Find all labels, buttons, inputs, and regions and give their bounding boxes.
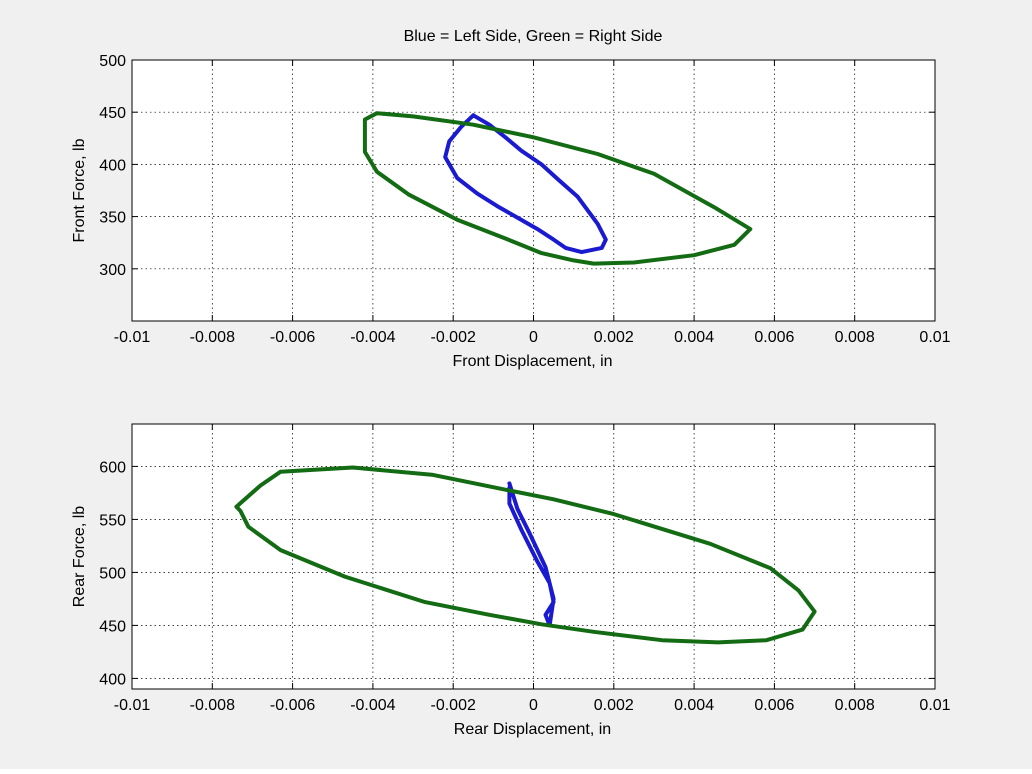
- front-y-tick-label: 500: [99, 53, 126, 70]
- front-x-tick-label: 0: [529, 329, 538, 346]
- rear-x-tick-label: -0.004: [350, 697, 395, 714]
- front-x-tick-label: 0.01: [919, 329, 950, 346]
- front-plot: -0.01 -0.008 -0.006 -0.004 -0.002 0 0.002 0.004…: [71, 53, 951, 370]
- rear-y-axis-label: Rear Force, lb: [71, 506, 88, 607]
- front-x-tick-label: -0.008: [190, 329, 235, 346]
- front-y-tick-label: 350: [99, 210, 126, 227]
- rear-x-tick-label: 0.008: [835, 697, 875, 714]
- rear-series-blue-line: [507, 481, 556, 628]
- plot-area: -0.01 -0.008 -0.006 -0.004 -0.002 0 0.002 0.004…: [71, 53, 951, 738]
- front-x-tick-label: -0.002: [431, 329, 476, 346]
- rear-x-tick-label: -0.002: [431, 697, 476, 714]
- rear-x-tick-label: 0.004: [674, 697, 714, 714]
- front-x-tick-label: 0.002: [594, 329, 634, 346]
- front-series-blue-line: [443, 113, 608, 255]
- front-x-tick-label: -0.004: [350, 329, 395, 346]
- rear-x-tick-label: 0.006: [754, 697, 794, 714]
- rear-x-tick-label: -0.008: [190, 697, 235, 714]
- front-x-axis-label: Front Displacement, in: [452, 353, 612, 370]
- rear-y-tick-label: 400: [99, 671, 126, 688]
- front-series-green-line: [362, 111, 753, 266]
- front-x-tick-label: -0.01: [114, 329, 151, 346]
- rear-x-tick-label: 0.002: [594, 697, 634, 714]
- rear-y-tick-label: 450: [99, 618, 126, 635]
- rear-x-tick-label: 0: [529, 697, 538, 714]
- front-x-tick-label: 0.008: [835, 329, 875, 346]
- rear-y-tick-label: 600: [99, 459, 126, 476]
- rear-plot: -0.01 -0.008 -0.006 -0.004 -0.002 0 0.002 0.004…: [71, 423, 951, 738]
- rear-series-green-line: [234, 465, 817, 645]
- front-x-tick-label: 0.006: [754, 329, 794, 346]
- front-y-tick-label: 450: [99, 105, 126, 122]
- rear-x-tick-label: -0.006: [270, 697, 315, 714]
- front-y-axis-label: Front Force, lb: [71, 138, 88, 242]
- rear-x-axis-label: Rear Displacement, in: [454, 721, 611, 738]
- rear-x-tick-label: -0.01: [114, 697, 151, 714]
- rear-x-tick-label: 0.01: [919, 697, 950, 714]
- front-x-tick-label: -0.006: [270, 329, 315, 346]
- rear-y-tick-label: 500: [99, 565, 126, 582]
- front-x-tick-label: 0.004: [674, 329, 714, 346]
- figure-title: Blue = Left Side, Green = Right Side: [404, 28, 663, 45]
- rear-y-tick-label: 550: [99, 512, 126, 529]
- front-y-tick-label: 300: [99, 262, 126, 279]
- front-y-tick-label: 400: [99, 157, 126, 174]
